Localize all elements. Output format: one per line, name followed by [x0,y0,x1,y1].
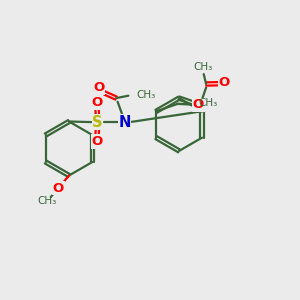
Text: N: N [118,115,131,130]
Text: CH₃: CH₃ [199,98,218,108]
Text: CH₃: CH₃ [136,90,155,100]
Text: O: O [91,135,103,148]
Text: CH₃: CH₃ [38,196,57,206]
Text: O: O [91,96,103,109]
Text: O: O [53,182,64,195]
Text: S: S [92,115,103,130]
Text: CH₃: CH₃ [194,62,213,72]
Text: O: O [193,98,204,111]
Text: O: O [218,76,230,89]
Text: O: O [93,81,105,94]
